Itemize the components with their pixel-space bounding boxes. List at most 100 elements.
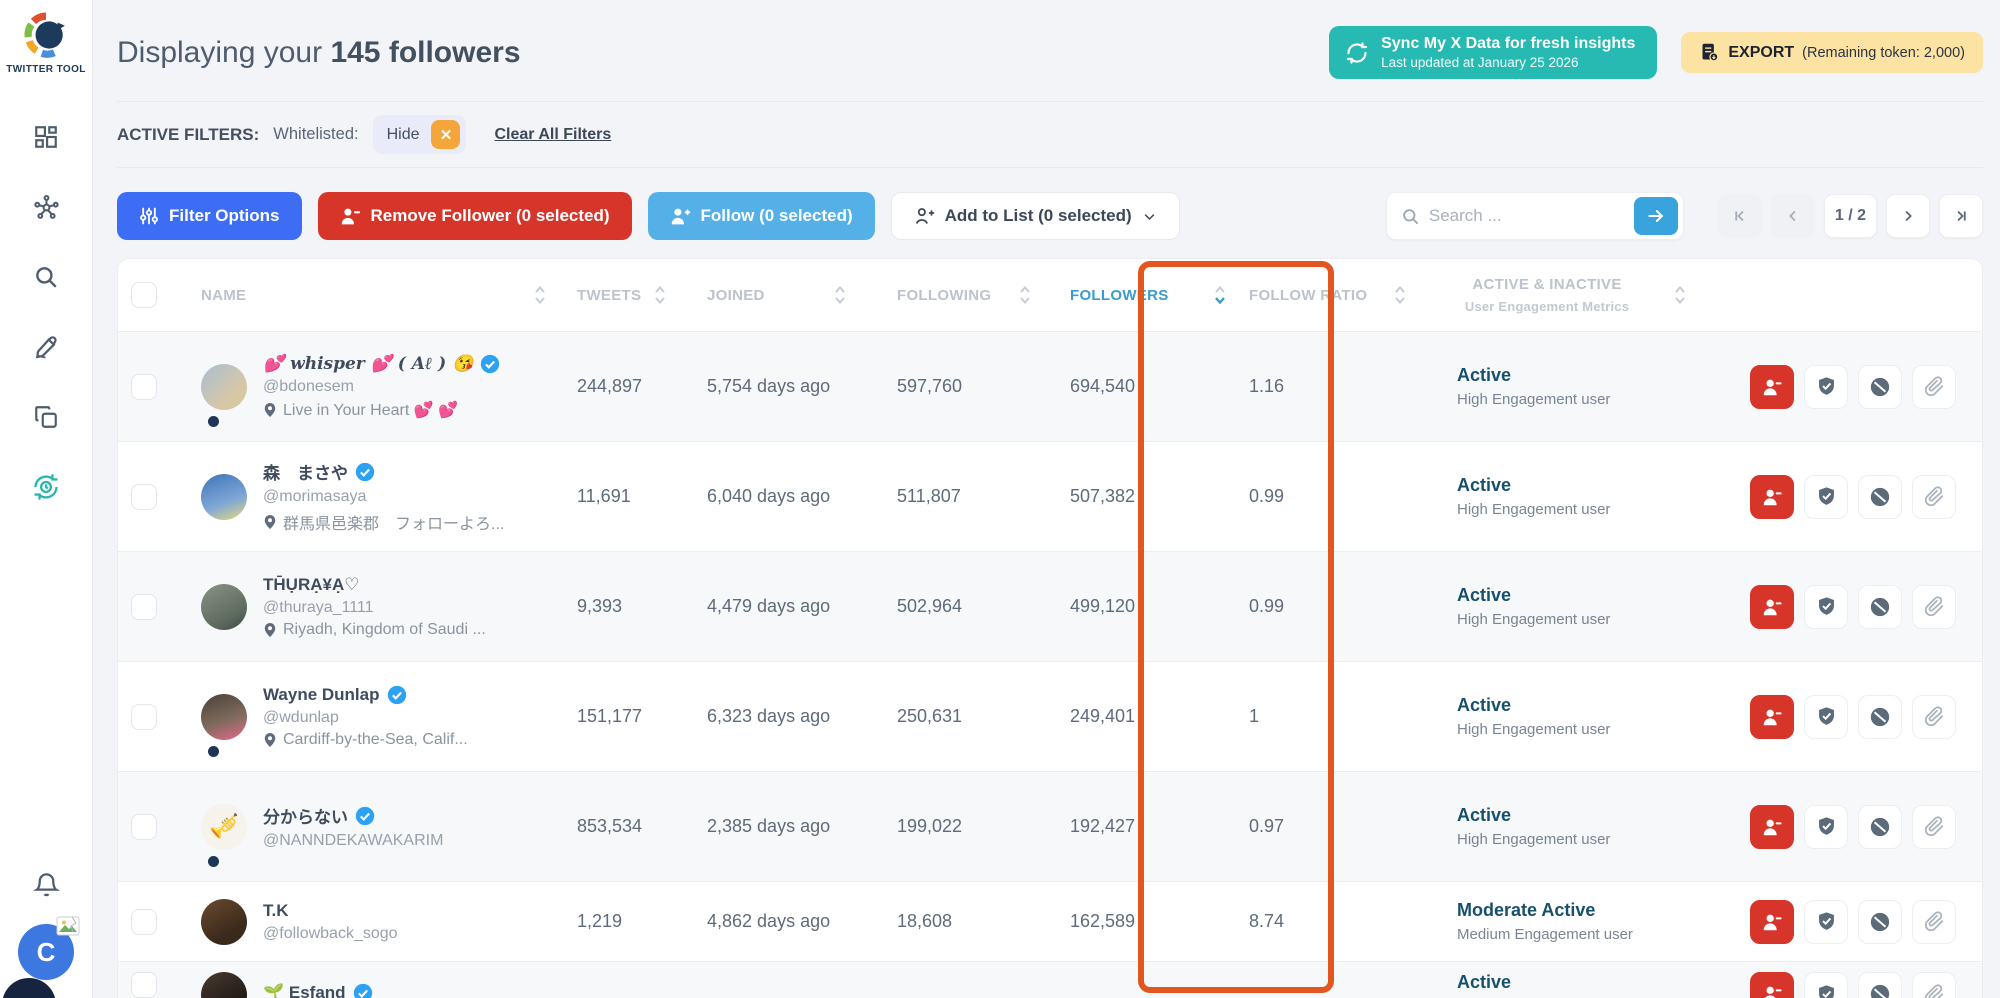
remove-follower-row-button[interactable] bbox=[1750, 474, 1794, 519]
sort-icon[interactable] bbox=[653, 283, 667, 307]
remove-follower-button[interactable]: Remove Follower (0 selected) bbox=[317, 192, 632, 240]
avatar[interactable] bbox=[201, 898, 247, 945]
whitelist-button[interactable] bbox=[1804, 804, 1848, 849]
column-header-joined[interactable]: JOINED bbox=[681, 283, 861, 307]
select-all-checkbox[interactable] bbox=[131, 282, 157, 308]
column-header-active-inactive[interactable]: ACTIVE & INACTIVE User Engagement Metric… bbox=[1421, 274, 1701, 316]
block-button[interactable] bbox=[1858, 972, 1902, 998]
user-handle[interactable]: @morimasaya bbox=[263, 488, 367, 505]
page-indicator[interactable]: 1 / 2 bbox=[1823, 194, 1877, 238]
row-checkbox[interactable] bbox=[131, 703, 157, 730]
block-button[interactable] bbox=[1858, 694, 1902, 739]
avatar[interactable] bbox=[201, 473, 247, 520]
profile-link-button[interactable] bbox=[1912, 694, 1956, 739]
block-button[interactable] bbox=[1858, 584, 1902, 629]
user-name[interactable]: 森 まさや bbox=[263, 464, 348, 483]
row-checkbox[interactable] bbox=[131, 972, 157, 998]
column-header-name[interactable]: NAME bbox=[201, 283, 561, 307]
sidebar-item-compose[interactable] bbox=[32, 333, 60, 361]
sort-icon[interactable] bbox=[1393, 283, 1407, 307]
column-header-tweets[interactable]: TWEETS bbox=[561, 283, 681, 307]
column-header-followers[interactable]: FOLLOWERS bbox=[1046, 283, 1241, 307]
user-handle[interactable]: @followback_sogo bbox=[263, 924, 398, 942]
block-button[interactable] bbox=[1858, 899, 1902, 944]
user-handle[interactable]: @bdonesem bbox=[263, 377, 354, 395]
sort-icon[interactable] bbox=[1673, 283, 1687, 307]
next-page-button[interactable] bbox=[1886, 194, 1930, 238]
user-name[interactable]: T.K bbox=[263, 900, 289, 920]
row-checkbox[interactable] bbox=[131, 593, 157, 620]
search-input[interactable] bbox=[1428, 206, 1634, 226]
whitelist-button[interactable] bbox=[1804, 474, 1848, 519]
whitelist-button[interactable] bbox=[1804, 694, 1848, 739]
profile-link-button[interactable] bbox=[1912, 584, 1956, 629]
whitelist-button[interactable] bbox=[1804, 899, 1848, 944]
remove-follower-row-button[interactable] bbox=[1750, 804, 1794, 849]
sidebar-item-network[interactable] bbox=[32, 193, 60, 221]
prev-page-button[interactable] bbox=[1770, 194, 1815, 238]
follow-button[interactable]: Follow (0 selected) bbox=[647, 192, 875, 240]
profile-link-button[interactable] bbox=[1912, 474, 1956, 519]
avatar[interactable] bbox=[201, 363, 247, 410]
block-button[interactable] bbox=[1858, 804, 1902, 849]
notifications-bell[interactable] bbox=[32, 870, 60, 898]
joined-age: 5,754 days ago bbox=[707, 376, 831, 396]
sidebar-item-search[interactable] bbox=[32, 263, 60, 291]
whitelist-button[interactable] bbox=[1804, 584, 1848, 629]
online-dot bbox=[208, 855, 219, 867]
last-page-button[interactable] bbox=[1939, 194, 1983, 238]
user-name[interactable]: TH̄ỤRẠ¥Ạ♡ bbox=[263, 574, 360, 594]
column-header-following[interactable]: FOLLOWING bbox=[861, 283, 1046, 307]
first-page-button[interactable] bbox=[1717, 194, 1762, 238]
sync-data-button[interactable]: Sync My X Data for fresh insights Last u… bbox=[1329, 26, 1658, 79]
user-handle[interactable]: @NANNDEKAWAKARIM bbox=[263, 832, 444, 849]
row-checkbox[interactable] bbox=[131, 483, 157, 510]
block-button[interactable] bbox=[1858, 474, 1902, 519]
sort-icon[interactable] bbox=[1018, 283, 1032, 307]
remove-follower-row-button[interactable] bbox=[1750, 972, 1794, 998]
avatar[interactable] bbox=[201, 972, 247, 998]
profile-link-button[interactable] bbox=[1912, 899, 1956, 944]
sort-icon[interactable] bbox=[833, 283, 847, 307]
sort-icon[interactable] bbox=[533, 283, 547, 307]
remove-follower-row-button[interactable] bbox=[1750, 694, 1794, 739]
profile-link-button[interactable] bbox=[1912, 804, 1956, 849]
row-checkbox[interactable] bbox=[131, 373, 157, 400]
clear-all-filters-link[interactable]: Clear All Filters bbox=[494, 125, 612, 143]
user-avatar[interactable]: C bbox=[18, 916, 80, 980]
sidebar-item-dashboard[interactable] bbox=[32, 123, 60, 151]
user-name[interactable]: Wayne Dunlap bbox=[263, 684, 380, 704]
remove-follower-row-button[interactable] bbox=[1750, 899, 1794, 944]
user-name[interactable]: 🌱 Esfand bbox=[263, 983, 346, 998]
user-handle[interactable]: @thuraya_1111 bbox=[263, 598, 374, 616]
column-header-follow-ratio[interactable]: FOLLOW RATIO bbox=[1241, 283, 1421, 307]
search-submit-button[interactable] bbox=[1633, 197, 1678, 235]
whitelist-button[interactable] bbox=[1804, 364, 1848, 409]
block-icon bbox=[1870, 912, 1890, 931]
sidebar-item-copy[interactable] bbox=[32, 403, 60, 431]
user-name[interactable]: 💕 whisper 💕 ( Aℓ ) 😘 bbox=[263, 353, 474, 374]
add-to-list-button[interactable]: Add to List (0 selected) bbox=[890, 192, 1180, 240]
remove-filter-button[interactable]: ✕ bbox=[431, 120, 461, 149]
sidebar-item-sync-history[interactable] bbox=[32, 473, 60, 501]
profile-link-button[interactable] bbox=[1912, 364, 1956, 409]
whitelist-button[interactable] bbox=[1804, 972, 1848, 998]
avatar[interactable]: 🎺 bbox=[201, 803, 247, 850]
remove-follower-row-button[interactable] bbox=[1750, 364, 1794, 409]
filter-options-label: Filter Options bbox=[169, 206, 280, 225]
user-name[interactable]: 分からない bbox=[263, 808, 348, 827]
app-logo[interactable]: TWITTER TOOL bbox=[6, 12, 86, 75]
avatar[interactable] bbox=[201, 583, 247, 630]
block-button[interactable] bbox=[1858, 364, 1902, 409]
sort-icon-active-desc[interactable] bbox=[1213, 283, 1227, 307]
remove-follower-row-button[interactable] bbox=[1750, 584, 1794, 629]
profile-link-button[interactable] bbox=[1912, 972, 1956, 998]
row-checkbox[interactable] bbox=[131, 908, 157, 935]
export-button[interactable]: EXPORT (Remaining token: 2,000) bbox=[1681, 32, 1983, 73]
user-handle[interactable]: @wdunlap bbox=[263, 708, 339, 726]
first-page-icon bbox=[1735, 210, 1744, 222]
filter-options-button[interactable]: Filter Options bbox=[117, 192, 302, 240]
avatar[interactable] bbox=[201, 693, 247, 740]
activity-status: Active bbox=[1457, 585, 1512, 605]
row-checkbox[interactable] bbox=[131, 813, 157, 840]
